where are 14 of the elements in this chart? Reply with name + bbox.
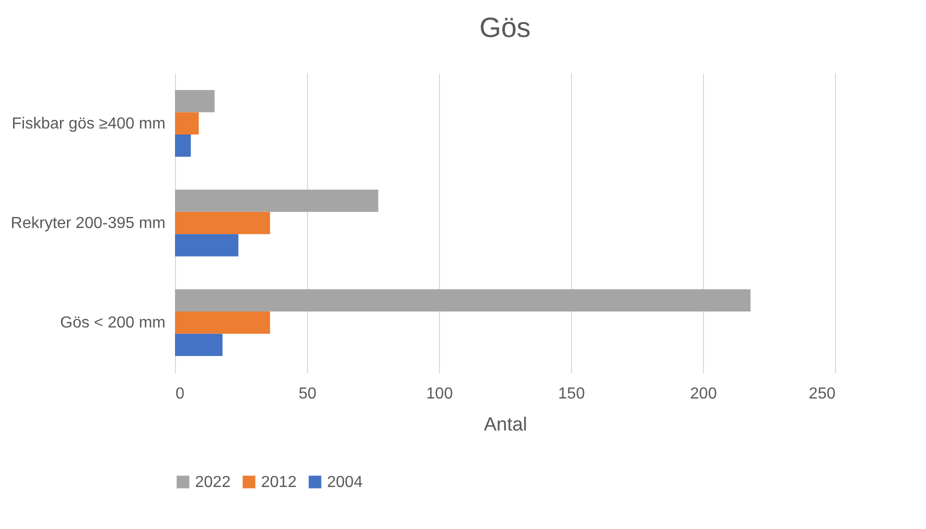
y-tick-label: Rekryter 200-395 mm [10,215,166,232]
x-tick-label: 100 [426,386,453,402]
x-tick-label: 50 [298,386,316,402]
x-tick-label: 150 [558,386,585,402]
x-tick-label: 0 [176,386,184,402]
x-tick-label: 250 [808,386,836,402]
y-tick-label: Gös < 200 mm [60,314,166,332]
y-tick-label: Fiskbar gös ≥400 mm [12,115,166,132]
legend-label: 2004 [327,474,363,491]
legend-label: 2022 [195,474,231,491]
x-tick-label: 200 [690,386,717,402]
chart-title: Gös [479,12,531,43]
legend-label: 2012 [261,474,297,491]
x-axis-title: Antal [484,414,528,436]
